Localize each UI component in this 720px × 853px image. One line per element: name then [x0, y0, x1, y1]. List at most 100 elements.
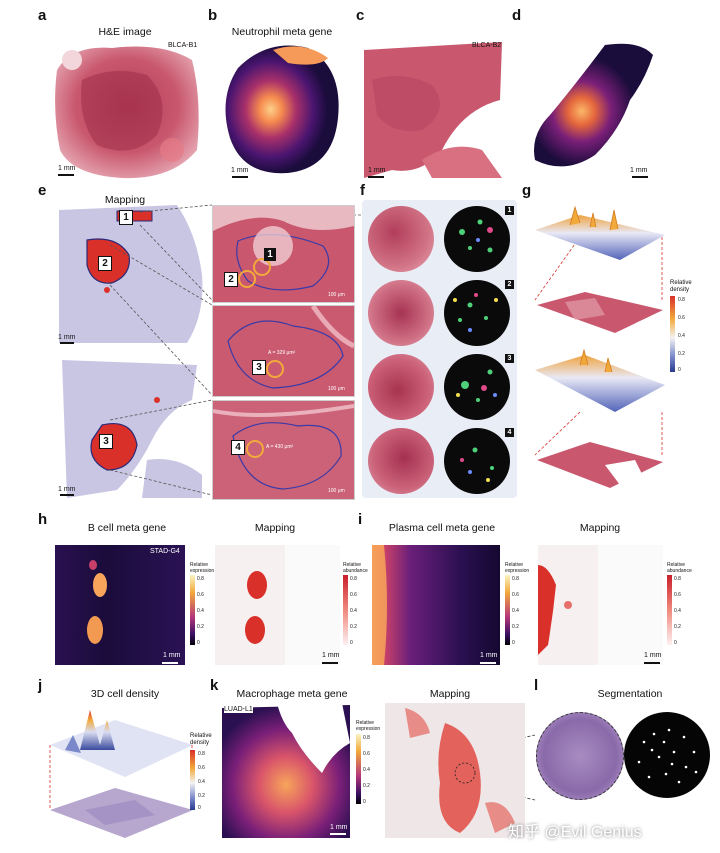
panel-k-scale: 1 mm [330, 824, 348, 831]
panel-k-title-left: Macrophage meta gene [236, 688, 348, 700]
panel-i-scalebar-left [480, 662, 496, 664]
panel-letter-j: j [38, 677, 43, 694]
seg-cell-crop-2 [444, 280, 510, 346]
panel-l-title: Segmentation [597, 688, 663, 700]
panel-a-title: H&E image [98, 26, 152, 38]
panel-letter-a: a [38, 7, 47, 24]
panel-e-scale-top: 1 mm [58, 334, 76, 341]
f-row-label-2: 2 [505, 280, 514, 289]
h-left-tick-2: 0.4 [197, 608, 204, 614]
inset-label-1: 1 [264, 248, 276, 261]
h-left-tick-0: 0.8 [197, 576, 204, 582]
h-right-tick-3: 0.2 [350, 624, 357, 630]
i-right-tick-1: 0.6 [674, 592, 681, 598]
i-left-tick-0: 0.8 [512, 576, 519, 582]
k-tick-3: 0.2 [363, 783, 370, 789]
inset-region-1-2 [212, 205, 355, 303]
h-right-tick-4: 0 [350, 640, 353, 646]
g-tick-1: 0.6 [678, 315, 685, 321]
panel-h-cbar-left-label: Relative expression [190, 562, 215, 574]
region-label-2: 2 [98, 256, 112, 271]
g-tick-4: 0 [678, 367, 681, 373]
inset-region-3 [212, 305, 355, 397]
yellow-ring-4 [246, 440, 264, 458]
plasma-cell-expression-map [372, 545, 500, 665]
b-cell-expression-map [55, 545, 185, 665]
panel-h-cbar-right-label: Relative abundance [343, 562, 368, 574]
g-tick-2: 0.4 [678, 333, 685, 339]
3d-cell-density-surface [45, 705, 195, 780]
inset-label-3: 3 [252, 360, 266, 375]
panel-d-scalebar [632, 176, 648, 178]
neutrophil-expression-map [218, 38, 348, 178]
panel-b-scalebar [232, 176, 248, 178]
watermark: 知乎 @Evil Genius [508, 824, 642, 841]
he-plane-top [535, 290, 665, 335]
inset-label-4: 4 [231, 440, 245, 455]
panel-h-scalebar-right [322, 662, 338, 664]
panel-letter-f: f [360, 182, 365, 199]
h-right-tick-2: 0.4 [350, 608, 357, 614]
panel-i-title-left: Plasma cell meta gene [388, 522, 496, 534]
panel-i-scale-left: 1 mm [480, 652, 498, 659]
plasma-cell-mapping [538, 545, 663, 665]
panel-i-scale-right: 1 mm [644, 652, 662, 659]
he-cell-crop-3 [368, 354, 434, 420]
he-plane-bottom [535, 440, 665, 490]
h-right-tick-1: 0.6 [350, 592, 357, 598]
he-cell-crop-2 [368, 280, 434, 346]
yellow-ring-3 [266, 360, 284, 378]
panel-g-colorbar-label: Relative density [670, 280, 692, 293]
panel-k-sample: LUAD-L1 [224, 706, 253, 713]
panel-j-colorbar-label: Relative density [190, 733, 212, 746]
panel-letter-d: d [512, 7, 522, 24]
i-right-tick-0: 0.8 [674, 576, 681, 582]
panel-c-scalebar [368, 176, 384, 178]
seg-cell-crop-1 [444, 206, 510, 272]
i-left-tick-2: 0.4 [512, 608, 519, 614]
g-tick-0: 0.8 [678, 297, 685, 303]
h-left-tick-1: 0.6 [197, 592, 204, 598]
j-tick-1: 0.6 [198, 765, 205, 771]
k-tick-1: 0.6 [363, 751, 370, 757]
i-right-tick-2: 0.4 [674, 608, 681, 614]
i-left-tick-4: 0 [512, 640, 515, 646]
j-tick-2: 0.4 [198, 779, 205, 785]
panel-letter-h: h [38, 511, 48, 528]
panel-letter-l: l [534, 677, 539, 694]
panel-h-scale-left: 1 mm [163, 652, 181, 659]
panel-letter-b: b [208, 7, 218, 24]
j-tick-3: 0.2 [198, 793, 205, 799]
panel-i-cbar-left-label: Relative expression [505, 562, 530, 574]
yellow-ring-1 [253, 258, 271, 276]
i-right-tick-4: 0 [674, 640, 677, 646]
inset-scale-3: 100 μm [328, 488, 345, 494]
panel-letter-g: g [522, 182, 532, 199]
panel-k-scalebar [330, 833, 346, 835]
b-cell-mapping [215, 545, 340, 665]
he-image-blca-b2 [362, 40, 504, 178]
he-cell-crop-4 [368, 428, 434, 494]
j-tick-0: 0.8 [198, 751, 205, 757]
k-tick-4: 0 [363, 799, 366, 805]
panel-a-sample: BLCA-B1 [168, 42, 198, 49]
g-tick-3: 0.2 [678, 351, 685, 357]
i-left-tick-1: 0.6 [512, 592, 519, 598]
panel-h-colorbar-right [343, 575, 348, 645]
panel-a-scalebar [58, 174, 74, 176]
segmentation-he-crop [536, 712, 624, 800]
inset-area-label-3: A = 329 μm² [268, 350, 296, 356]
inset-area-label-4: A = 430 μm² [266, 444, 294, 450]
panel-c-scale: 1 mm [368, 167, 386, 174]
panel-h-title-left: B cell meta gene [87, 522, 167, 534]
h-left-tick-4: 0 [197, 640, 200, 646]
macrophage-expression-map [222, 703, 352, 838]
panel-k-cbar-label: Relative expression [356, 720, 381, 732]
seg-cell-crop-4 [444, 428, 510, 494]
mapping-overview-top [57, 205, 205, 345]
panel-k-colorbar [356, 734, 361, 804]
i-right-tick-3: 0.2 [674, 624, 681, 630]
he-cell-crop-1 [368, 206, 434, 272]
panel-h-title-right: Mapping [254, 522, 296, 534]
panel-e-title: Mapping [104, 194, 146, 206]
